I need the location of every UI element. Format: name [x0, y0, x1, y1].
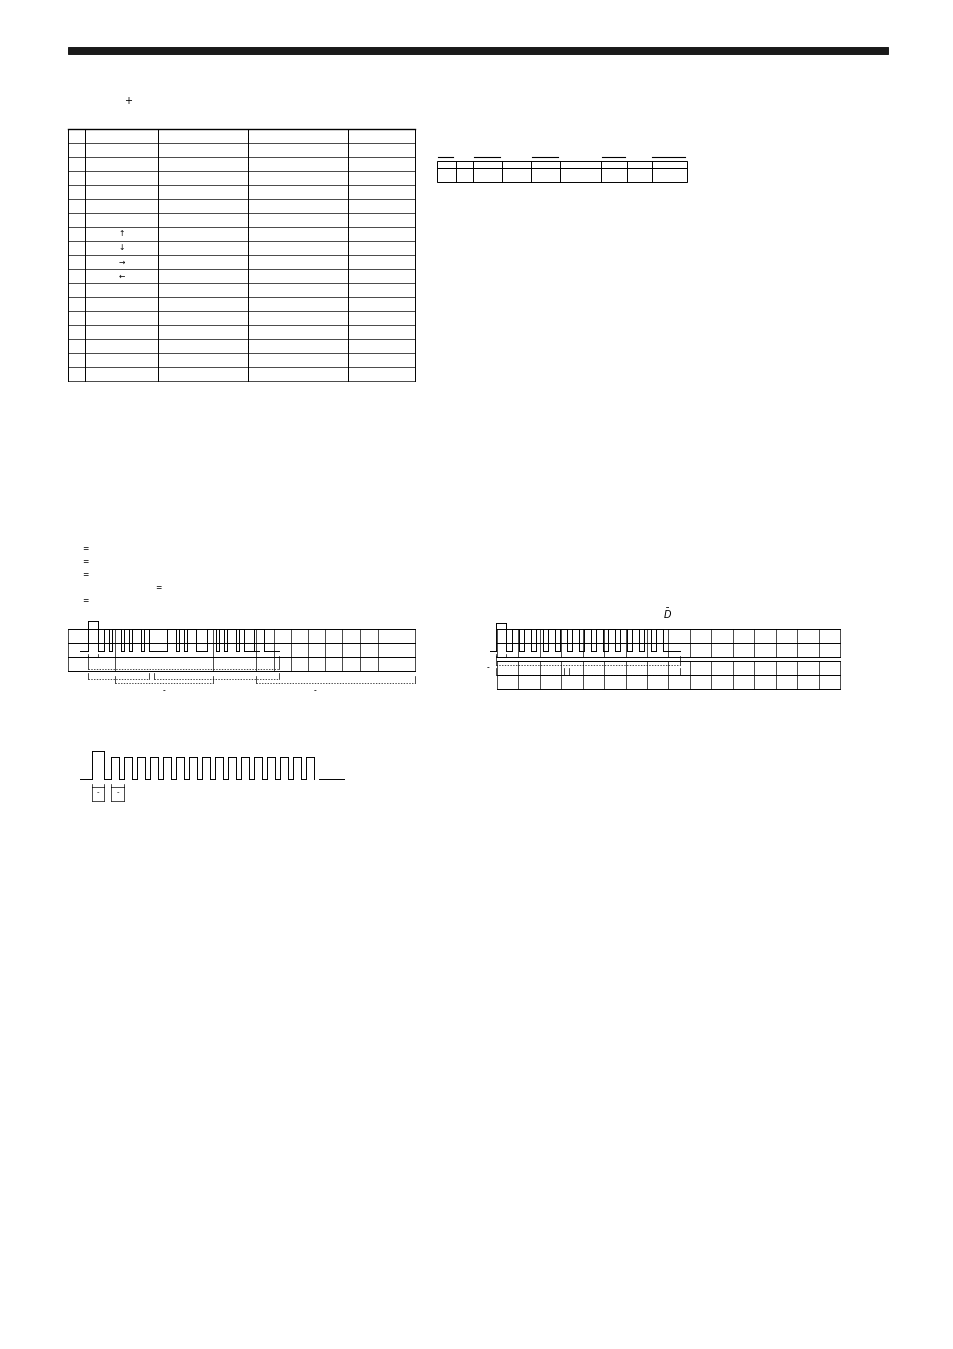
- Text: =: =: [82, 545, 89, 553]
- Bar: [68, 47, 887, 54]
- Bar: [436, 169, 686, 182]
- Text: $\bar{D}$: $\bar{D}$: [662, 607, 672, 621]
- Text: =: =: [82, 557, 89, 567]
- Text: -: -: [314, 687, 316, 696]
- Text: =: =: [82, 596, 89, 606]
- Text: ↑: ↑: [118, 229, 125, 239]
- Bar: [436, 161, 686, 169]
- Text: -: -: [116, 789, 118, 795]
- Text: -: -: [486, 664, 489, 673]
- Text: →: →: [118, 258, 125, 267]
- Text: -: -: [96, 789, 99, 795]
- Text: -: -: [162, 687, 165, 696]
- Text: +: +: [124, 96, 132, 107]
- Text: =: =: [154, 584, 161, 592]
- Text: ↓: ↓: [118, 244, 125, 252]
- Text: =: =: [82, 571, 89, 580]
- Text: ←: ←: [118, 271, 125, 281]
